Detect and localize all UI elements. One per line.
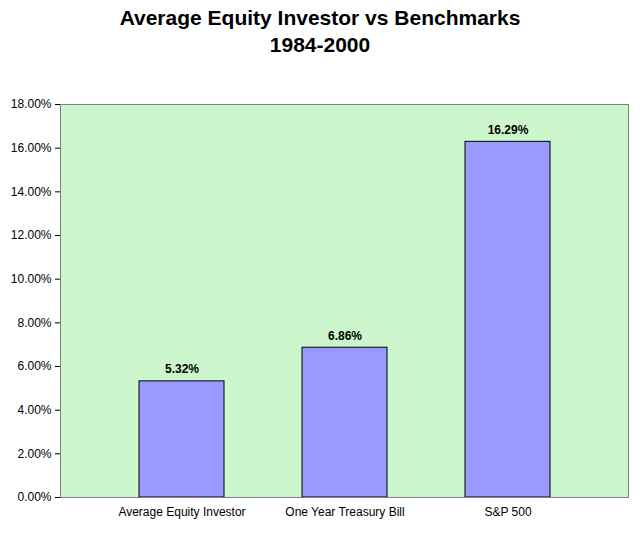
svg-text:2.00%: 2.00%: [17, 447, 51, 461]
svg-text:10.00%: 10.00%: [11, 272, 52, 286]
svg-text:6.86%: 6.86%: [328, 329, 362, 343]
svg-text:16.29%: 16.29%: [488, 123, 529, 137]
svg-text:6.00%: 6.00%: [17, 359, 51, 373]
svg-text:8.00%: 8.00%: [17, 316, 51, 330]
html-text:Average Equity Investor vs Ben: Average Equity Investor vs Benchmarks: [119, 6, 521, 29]
svg-text:One Year Treasury Bill: One Year Treasury Bill: [285, 505, 404, 519]
svg-text:S&P 500: S&P 500: [484, 505, 531, 519]
html-text:1984-2000: 1984-2000: [269, 33, 371, 56]
svg-text:Average Equity Investor: Average Equity Investor: [118, 505, 245, 519]
svg-text:12.00%: 12.00%: [11, 228, 52, 242]
svg-text:5.32%: 5.32%: [165, 362, 199, 376]
svg-text:0.00%: 0.00%: [17, 490, 51, 504]
svg-text:4.00%: 4.00%: [17, 403, 51, 417]
svg-text:14.00%: 14.00%: [11, 185, 52, 199]
svg-text:16.00%: 16.00%: [11, 141, 52, 155]
svg-text:18.00%: 18.00%: [11, 97, 52, 111]
